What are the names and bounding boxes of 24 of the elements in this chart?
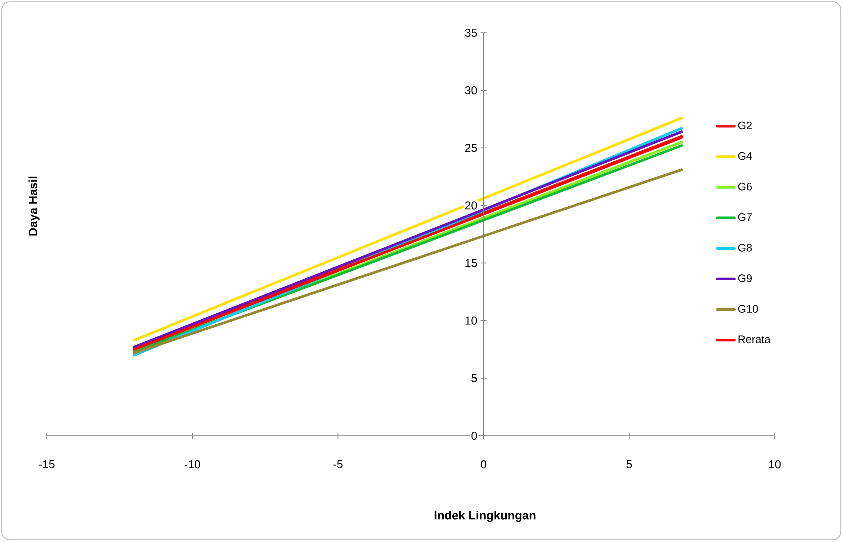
legend-label: G2 xyxy=(738,122,752,130)
y-tick-label: 5 xyxy=(472,374,478,382)
y-tick-label: 0 xyxy=(472,432,478,440)
legend-label: G4 xyxy=(738,152,752,160)
x-tick-label: 0 xyxy=(481,460,487,469)
legend-label: Rerata xyxy=(738,336,771,344)
y-tick-label: 25 xyxy=(465,144,478,152)
legend-label: G10 xyxy=(738,305,758,313)
x-tick-label: 5 xyxy=(626,460,632,469)
y-tick-label: 30 xyxy=(465,86,478,95)
y-tick-label: 10 xyxy=(466,316,478,325)
x-tick-label: -15 xyxy=(39,460,55,469)
y-tick-label: 15 xyxy=(466,259,478,268)
x-tick-label: -5 xyxy=(334,460,343,469)
y-tick-label: 20 xyxy=(465,202,478,210)
legend-label: G7 xyxy=(738,214,752,222)
x-tick-label: 10 xyxy=(770,460,781,469)
legend-label: G6 xyxy=(738,182,752,191)
y-axis-title: Daya Hasil xyxy=(28,176,40,236)
legend-label: G9 xyxy=(738,274,752,282)
y-tick-label: 35 xyxy=(465,28,478,38)
legend-label: G8 xyxy=(738,244,752,252)
x-tick-label: -10 xyxy=(184,460,200,469)
x-axis-title: Indek Lingkungan xyxy=(434,511,536,522)
